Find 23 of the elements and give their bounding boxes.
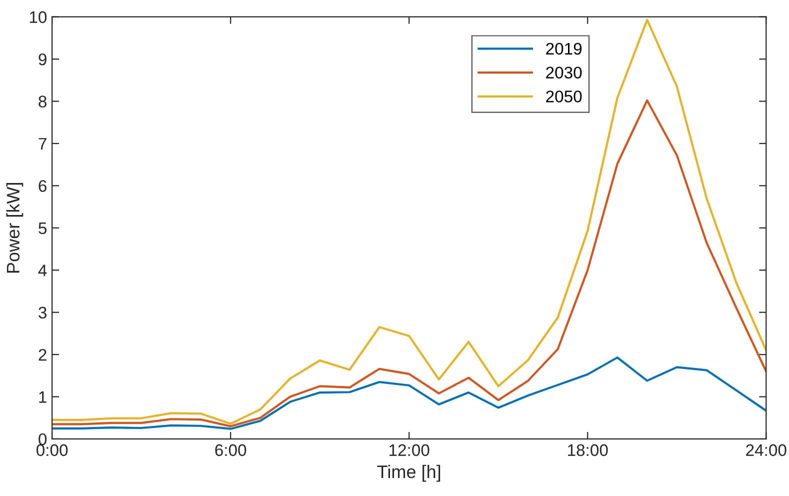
legend-label: 2019: [546, 42, 582, 55]
x-tick-label: 12:00: [390, 444, 430, 456]
y-tick-label: 8: [38, 96, 46, 108]
y-tick-label: 2: [38, 348, 46, 361]
legend-label: 2030: [546, 66, 582, 79]
y-tick-label: 6: [38, 180, 46, 192]
y-tick-label: 7: [38, 138, 46, 150]
legend-label: 2050: [546, 90, 582, 102]
y-axis-title: Power [kW]: [6, 183, 24, 273]
y-tick-label: 3: [38, 306, 46, 319]
x-tick-label: 6:00: [215, 444, 246, 456]
y-tick-label: 10: [30, 11, 47, 24]
y-tick-label: 0: [38, 433, 47, 446]
y-tick-label: 4: [38, 264, 47, 276]
x-tick-label: 24:00: [746, 444, 786, 456]
y-tick-label: 1: [39, 391, 46, 403]
x-tick-label: 0:00: [36, 444, 68, 456]
y-tick-label: 9: [38, 53, 46, 66]
line-series: [52, 356, 766, 430]
x-tick-label: 18:00: [568, 444, 608, 456]
y-tick-label: 5: [38, 222, 47, 234]
x-axis-title: Time [h]: [377, 464, 440, 482]
line-series: [52, 18, 766, 425]
